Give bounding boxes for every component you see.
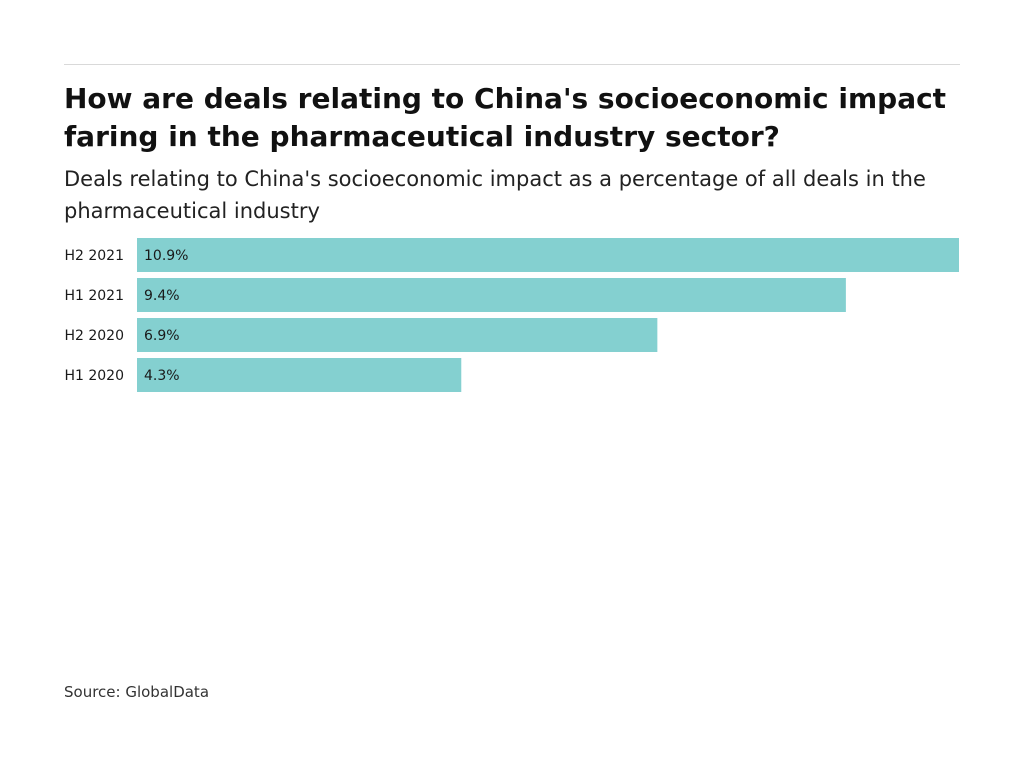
- value-label: 4.3%: [144, 368, 180, 384]
- bars-layer: H2 2021 10.9% H1 2021 9.4% H2 2020 6.9% H1 202…: [64, 238, 959, 392]
- value-label: 9.4%: [144, 288, 180, 304]
- bar: [137, 318, 658, 352]
- bar: [137, 278, 846, 312]
- category-label: H2 2021: [64, 248, 124, 264]
- category-label: H2 2020: [64, 328, 124, 344]
- category-label: H1 2020: [64, 368, 124, 384]
- chart-title: How are deals relating to China's socioe…: [64, 82, 947, 153]
- value-label: 6.9%: [144, 328, 180, 344]
- bar: [137, 358, 462, 392]
- chart-subtitle: Deals relating to China's socioeconomic …: [64, 167, 926, 223]
- bar: [137, 238, 959, 272]
- value-label: 10.9%: [144, 248, 188, 264]
- category-label: H1 2021: [64, 288, 124, 304]
- top-rule: [64, 64, 960, 65]
- source-note: Source: GlobalData: [64, 683, 210, 701]
